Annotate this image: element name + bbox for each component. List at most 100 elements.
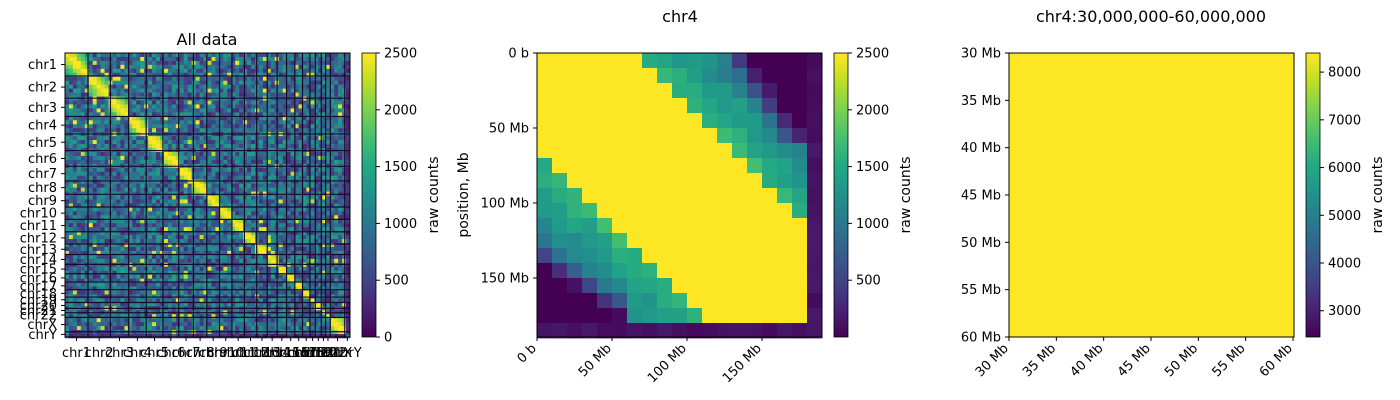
heatmap-cell [152, 175, 157, 180]
heatmap-cell [286, 243, 291, 248]
heatmap-cell [211, 318, 216, 323]
heatmap-cell [223, 136, 228, 141]
heatmap-cell [310, 239, 315, 244]
heatmap-cell [346, 191, 351, 196]
heatmap-cell [140, 191, 145, 196]
heatmap-cell [68, 136, 74, 141]
heatmap-cell [167, 258, 173, 264]
heatmap-cell [215, 144, 220, 149]
heatmap-cell [223, 112, 228, 117]
heatmap-cell [235, 159, 240, 165]
heatmap-cell [314, 207, 319, 212]
heatmap-cell [96, 219, 101, 224]
heatmap-cell [203, 246, 208, 252]
heatmap-cell [92, 53, 97, 58]
heatmap-cell [199, 250, 204, 256]
heatmap-cell [187, 92, 192, 97]
heatmap-cell [326, 56, 331, 62]
heatmap-cell [65, 72, 70, 78]
heatmap-cell [326, 151, 331, 157]
heatmap-cell [282, 88, 287, 93]
heatmap-cell [318, 68, 323, 74]
heatmap-cell [322, 235, 327, 240]
heatmap-cell [175, 258, 181, 264]
heatmap-cell [223, 266, 228, 272]
heatmap-cell [124, 314, 129, 319]
heatmap-cell [330, 136, 335, 141]
heatmap-cell [243, 84, 248, 89]
heatmap-cell [294, 207, 299, 212]
heatmap-cell [140, 270, 145, 275]
heatmap-cell [330, 167, 335, 173]
heatmap-cell [322, 84, 327, 89]
heatmap-cell [338, 278, 343, 283]
heatmap-cell [223, 179, 228, 184]
heatmap-cell [262, 88, 268, 93]
heatmap-cell [187, 203, 192, 208]
heatmap-cell [314, 290, 319, 295]
heatmap-cell [84, 155, 90, 161]
heatmap-cell [195, 298, 200, 303]
heatmap-cell [140, 159, 145, 165]
heatmap-cell [243, 290, 248, 295]
heatmap-cell [266, 151, 272, 157]
heatmap-cell [187, 140, 192, 145]
heatmap-cell [215, 84, 220, 89]
heatmap-cell [120, 250, 125, 256]
heatmap-cell [136, 322, 141, 327]
heatmap-cell [203, 175, 208, 180]
heatmap-cell [84, 326, 90, 331]
heatmap-cell [96, 199, 101, 204]
heatmap-cell [346, 314, 351, 319]
heatmap-cell [136, 290, 141, 295]
heatmap-cell [80, 92, 86, 97]
heatmap-cell [266, 243, 272, 248]
heatmap-cell [72, 326, 78, 331]
heatmap-cell [294, 64, 299, 70]
heatmap-cell [314, 246, 319, 252]
heatmap-cell [278, 175, 284, 180]
heatmap-cell [128, 108, 133, 113]
heatmap-cell [104, 282, 109, 287]
heatmap-cell [112, 286, 117, 291]
heatmap-cell [346, 167, 351, 173]
heatmap-cell [306, 215, 311, 220]
heatmap-cell [270, 53, 276, 58]
heatmap-cell [203, 298, 208, 303]
heatmap-cell [247, 124, 252, 129]
heatmap-cell [318, 286, 323, 291]
heatmap-cell [183, 246, 189, 252]
heatmap-cell [243, 274, 248, 279]
heatmap-cell [128, 278, 133, 283]
heatmap-cell [156, 278, 161, 283]
heatmap-cell [167, 120, 173, 125]
heatmap-cell [187, 270, 192, 275]
heatmap-cell [298, 215, 303, 220]
heatmap-cell [128, 128, 133, 133]
heatmap-cell [100, 254, 105, 260]
heatmap-cell [278, 179, 284, 184]
heatmap-cell [76, 100, 82, 105]
heatmap-cell [338, 53, 343, 58]
heatmap-cell [140, 88, 145, 93]
heatmap-cell [120, 120, 125, 125]
heatmap-cell [286, 167, 291, 173]
heatmap-cell [290, 76, 295, 82]
heatmap-cell [163, 88, 169, 93]
heatmap-cell [346, 187, 351, 192]
heatmap-cell [68, 254, 74, 260]
heatmap-cell [211, 128, 216, 133]
heatmap-cell [258, 84, 264, 89]
heatmap-cell [112, 243, 117, 248]
heatmap-cell [163, 302, 169, 307]
heatmap-cell [298, 199, 303, 204]
heatmap-cell [72, 211, 78, 216]
heatmap-cell [330, 175, 335, 180]
heatmap-cell [120, 195, 125, 200]
heatmap-cell [167, 183, 173, 188]
heatmap-cell [278, 104, 284, 109]
heatmap-cell [282, 183, 287, 188]
heatmap-cell [334, 239, 339, 244]
heatmap-cell [270, 76, 276, 82]
heatmap-cell [302, 80, 307, 85]
